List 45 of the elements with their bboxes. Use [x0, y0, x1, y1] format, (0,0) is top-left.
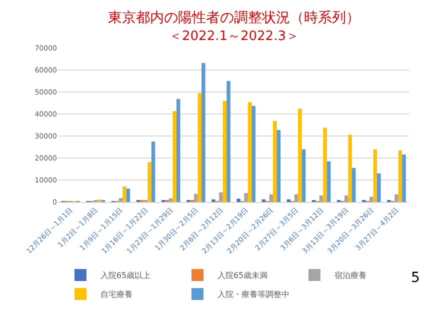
bar	[402, 154, 406, 202]
legend-label: 入院65歳未満	[217, 271, 268, 280]
bar	[151, 142, 156, 202]
bar	[262, 199, 266, 202]
bar	[122, 186, 126, 202]
bar	[344, 195, 348, 202]
bar	[126, 188, 130, 202]
bar	[226, 81, 230, 202]
bar	[219, 192, 223, 202]
bar	[272, 120, 277, 202]
legend-label: 自宅療養	[100, 290, 132, 300]
bar	[298, 108, 302, 202]
bar	[352, 168, 356, 202]
bar	[202, 62, 206, 202]
bar	[377, 173, 381, 202]
bar	[252, 106, 256, 202]
legend-label: 入院65歳以上	[100, 271, 151, 280]
legend-label: 入院・療養等調整中	[217, 290, 290, 300]
text: 5	[411, 270, 420, 286]
chart-title: 東京都内の陽性者の調整状況（時系列）	[108, 10, 360, 26]
bar	[394, 194, 398, 202]
bar	[212, 199, 216, 202]
bar	[194, 194, 198, 202]
bar	[348, 134, 352, 202]
bar	[323, 128, 327, 202]
bar	[248, 102, 252, 202]
legend-label: 宿泊療養	[334, 271, 366, 280]
bar	[222, 101, 227, 202]
bar	[319, 195, 324, 202]
bar	[176, 99, 180, 202]
bar	[370, 196, 374, 202]
bar	[198, 93, 202, 202]
bar	[398, 150, 402, 202]
bar	[236, 198, 240, 202]
bar	[148, 162, 152, 202]
bar	[302, 149, 306, 202]
bar	[294, 194, 298, 202]
bar	[244, 192, 248, 202]
bar	[269, 194, 273, 202]
bar	[118, 198, 123, 202]
bar	[326, 161, 331, 202]
bar	[373, 149, 378, 202]
bar	[276, 130, 281, 202]
bar	[172, 111, 176, 202]
chart-subtitle: ＜2022.1～2022.3＞	[169, 29, 299, 44]
